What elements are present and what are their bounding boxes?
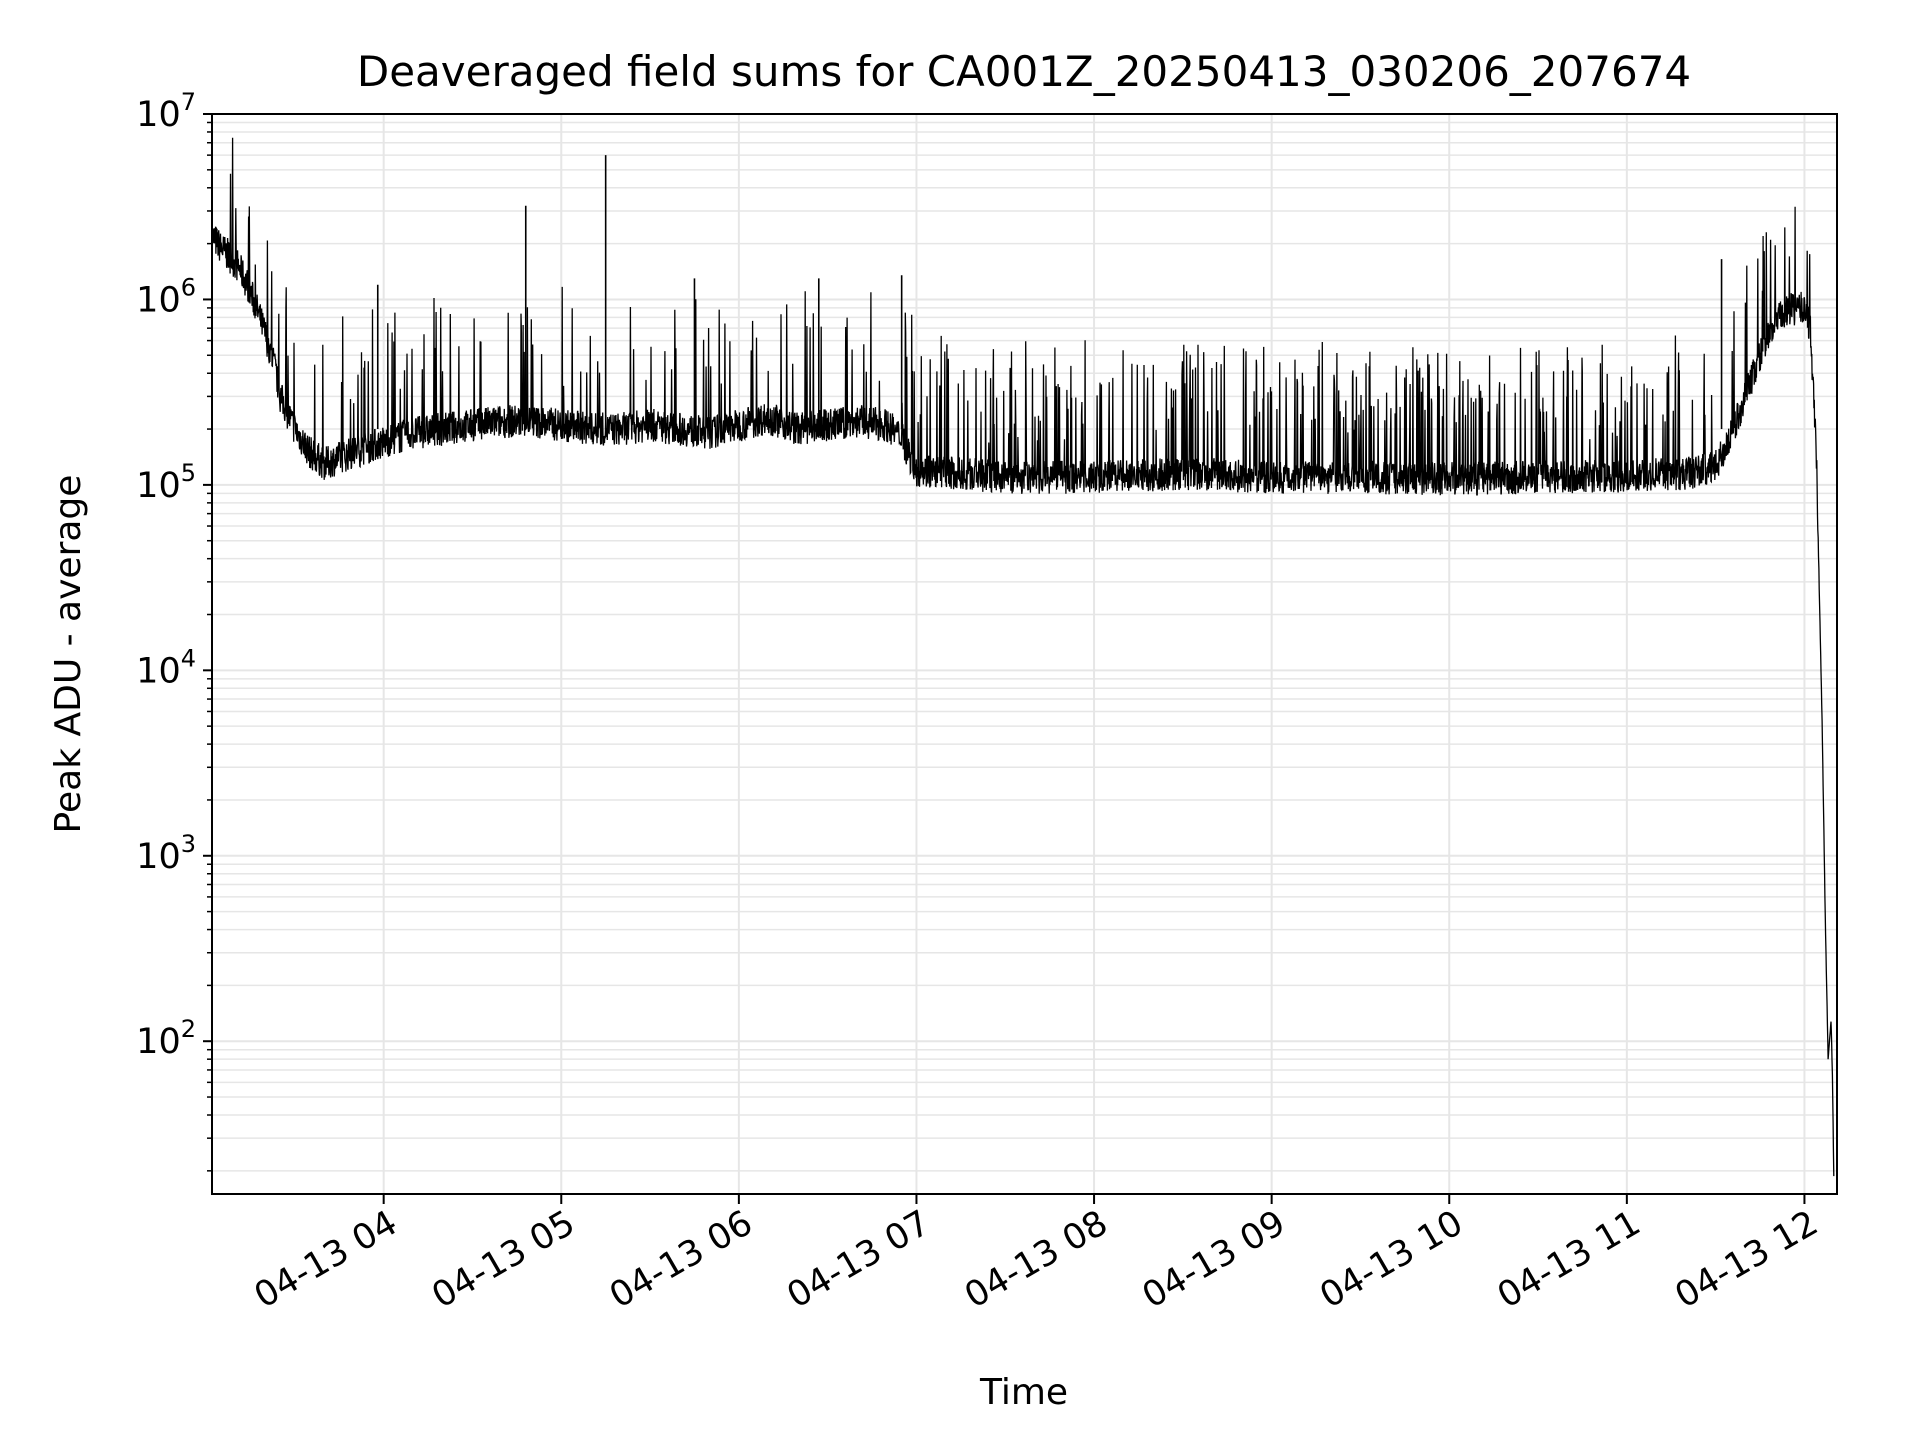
y-tick-base: 10 <box>136 651 181 691</box>
y-tick-label: 104 <box>136 644 196 691</box>
y-tick-exponent: 5 <box>181 459 196 487</box>
y-tick-label: 105 <box>136 459 196 506</box>
y-tick-label: 103 <box>136 830 196 877</box>
chart-title: Deaveraged field sums for CA001Z_2025041… <box>357 47 1691 96</box>
y-tick-exponent: 4 <box>181 644 196 672</box>
y-tick-exponent: 7 <box>181 88 196 116</box>
y-axis-label: Peak ADU - average <box>48 475 89 834</box>
y-tick-label: 102 <box>136 1015 196 1062</box>
y-tick-exponent: 2 <box>181 1015 196 1043</box>
x-axis-label: Time <box>979 1372 1068 1413</box>
y-tick-exponent: 3 <box>181 830 196 858</box>
grid <box>212 113 1837 1194</box>
y-tick-label: 106 <box>136 273 196 320</box>
y-tick-base: 10 <box>136 466 181 506</box>
y-tick-base: 10 <box>136 95 181 135</box>
y-tick-base: 10 <box>136 1022 181 1062</box>
y-tick-base: 10 <box>136 280 181 320</box>
series-line <box>212 137 1835 1177</box>
y-tick-exponent: 6 <box>181 273 196 301</box>
y-tick-label: 107 <box>136 88 196 135</box>
series-layer <box>212 137 1835 1177</box>
plot-frame <box>211 113 1838 1195</box>
y-tick-base: 10 <box>136 837 181 877</box>
